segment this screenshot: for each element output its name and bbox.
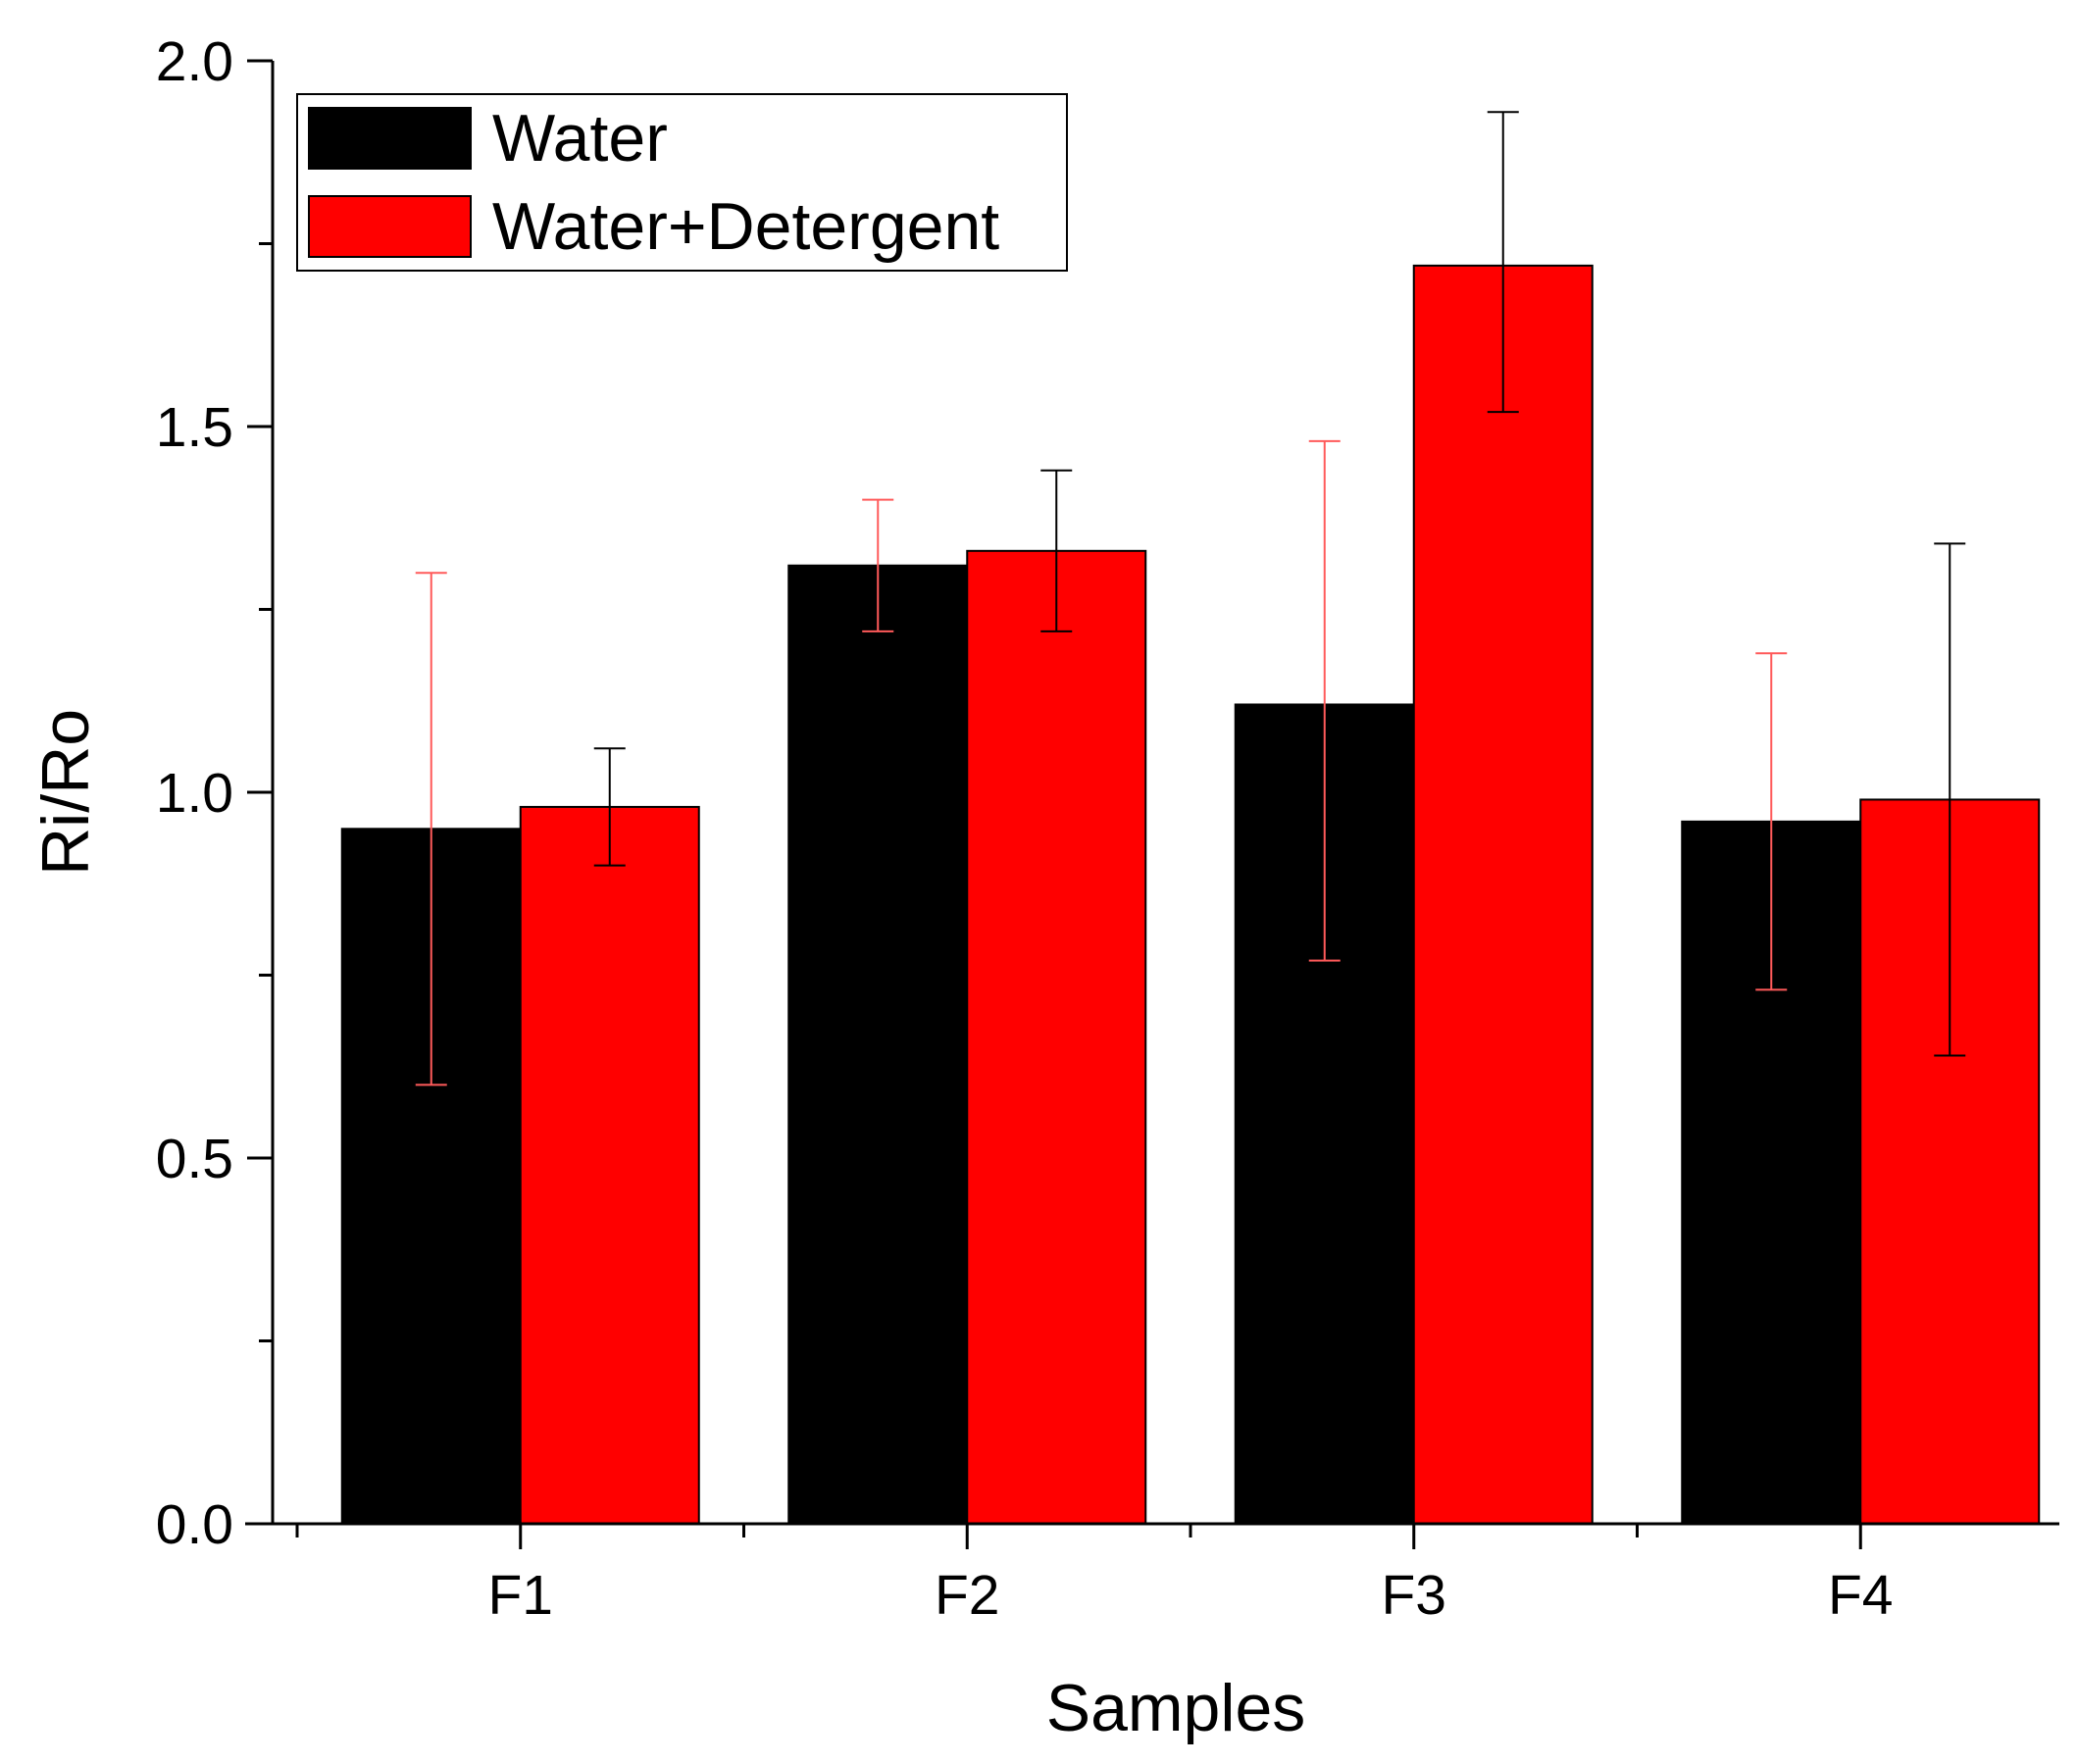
legend-swatch-water-detergent	[308, 195, 472, 258]
error-bar-water-f1	[415, 572, 447, 1086]
y-tick-label: 0.5	[156, 1128, 233, 1190]
bars-layer	[340, 264, 2041, 1525]
error-bars-layer	[415, 111, 1966, 1086]
error-bar-water-f2	[862, 498, 894, 632]
x-tick-label-f1: F1	[487, 1564, 553, 1627]
error-bar-water-detergent-f1	[593, 747, 626, 867]
legend: Water Water+Detergent	[296, 93, 1068, 272]
bar-water-detergent-f2	[966, 549, 1147, 1525]
legend-swatch-water	[308, 107, 472, 170]
error-bar-water-detergent-f4	[1934, 542, 1966, 1057]
y-tick-label: 2.0	[156, 30, 233, 93]
legend-label-water-detergent: Water+Detergent	[492, 189, 999, 264]
y-tick-label: 0.0	[156, 1493, 233, 1556]
x-axis-title: Samples	[1046, 1671, 1306, 1745]
bar-water-f2	[787, 564, 969, 1525]
y-tick-label: 1.5	[156, 396, 233, 459]
legend-label-water: Water	[492, 101, 668, 176]
error-bar-water-detergent-f3	[1487, 111, 1519, 414]
error-bar-water-detergent-f2	[1040, 469, 1073, 632]
bar-water-detergent-f3	[1412, 264, 1594, 1525]
y-axis-title: Ri/Ro	[28, 709, 103, 876]
error-bar-water-f4	[1755, 652, 1788, 991]
x-tick-label-f4: F4	[1828, 1564, 1894, 1627]
y-tick-label: 1.0	[156, 762, 233, 825]
x-tick-label-f2: F2	[935, 1564, 1000, 1627]
x-ticks: F1 F2 F3 F4	[295, 1524, 1894, 1627]
bar-water-detergent-f1	[519, 805, 700, 1525]
error-bar-water-f3	[1308, 439, 1341, 962]
y-ticks: 0.0 0.5 1.0 1.5 2.0	[156, 30, 273, 1556]
x-tick-label-f3: F3	[1381, 1564, 1446, 1627]
